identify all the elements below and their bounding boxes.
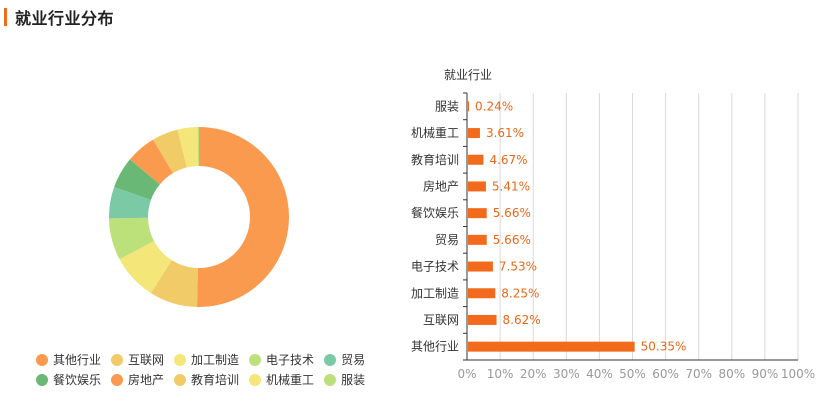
legend-label: 教育培训: [191, 373, 240, 387]
legend-item[interactable]: 加工制造: [174, 352, 239, 367]
bar-value-label: 5.41%: [492, 179, 530, 193]
bar-value-label: 5.66%: [493, 206, 531, 220]
legend-item[interactable]: 教育培训: [174, 372, 239, 387]
page-title: 就业行业分布: [15, 9, 115, 28]
legend-color-dot: [36, 373, 48, 386]
legend-item[interactable]: 餐饮娱乐: [36, 372, 101, 387]
y-category-label: 贸易: [435, 233, 459, 247]
legend-item[interactable]: 房地产: [111, 372, 164, 387]
legend-label: 机械重工: [266, 373, 315, 387]
donut-slice[interactable]: [119, 240, 172, 294]
donut-slice[interactable]: [197, 127, 199, 167]
donut-slice[interactable]: [153, 129, 187, 174]
legend-item[interactable]: 服装: [324, 372, 365, 387]
legend-color-dot: [249, 353, 262, 366]
bar[interactable]: [468, 288, 496, 299]
legend-color-dot: [111, 353, 124, 366]
bar-value-label: 8.62%: [503, 313, 541, 327]
bar[interactable]: [468, 234, 487, 245]
x-tick-label: 20%: [520, 367, 547, 381]
donut-slice[interactable]: [109, 217, 154, 260]
y-category-label: 机械重工: [411, 125, 459, 140]
bar[interactable]: [468, 314, 497, 325]
x-tick-label: 50%: [619, 367, 646, 381]
x-tick-label: 10%: [487, 367, 514, 381]
bar[interactable]: [468, 154, 484, 165]
donut-slice[interactable]: [150, 260, 198, 307]
y-category-label: 加工制造: [411, 286, 459, 300]
y-category-label: 教育培训: [411, 152, 459, 167]
x-tick-label: 70%: [685, 367, 712, 381]
bar[interactable]: [468, 101, 469, 112]
title-accent-bar: [4, 8, 7, 26]
legend-color-dot: [111, 373, 124, 386]
legend-label: 房地产: [128, 373, 165, 387]
legend-color-dot: [36, 353, 48, 366]
bar-value-label: 5.66%: [493, 233, 531, 247]
legend-label: 贸易: [341, 353, 366, 367]
donut-slice[interactable]: [114, 159, 160, 200]
legend-label: 电子技术: [266, 353, 315, 367]
donut-slice[interactable]: [177, 127, 199, 168]
legend-item[interactable]: 互联网: [111, 352, 164, 367]
y-category-label: 电子技术: [411, 260, 459, 274]
bar-value-label: 7.53%: [499, 260, 537, 274]
legend-color-dot: [174, 353, 187, 366]
bar-value-label: 50.35%: [641, 340, 687, 354]
legend-color-dot: [324, 353, 337, 366]
y-category-label: 房地产: [423, 178, 459, 193]
legend-label: 加工制造: [191, 353, 240, 367]
bar[interactable]: [468, 261, 493, 272]
bar-value-label: 0.24%: [475, 99, 513, 113]
bar-value-label: 4.67%: [489, 153, 527, 167]
x-tick-label: 30%: [553, 367, 580, 381]
y-category-label: 服装: [435, 99, 459, 113]
x-tick-label: 100%: [781, 367, 815, 381]
legend-label: 其他行业: [53, 353, 102, 367]
x-tick-label: 80%: [718, 367, 745, 381]
legend-label: 餐饮娱乐: [53, 373, 102, 387]
y-category-label: 其他行业: [411, 340, 459, 354]
bar[interactable]: [468, 341, 635, 352]
legend-color-dot: [249, 373, 262, 386]
legend-item[interactable]: 贸易: [324, 352, 365, 367]
legend-color-dot: [324, 373, 337, 386]
bar[interactable]: [468, 208, 487, 219]
legend-item[interactable]: 其他行业: [36, 352, 101, 367]
donut-slice[interactable]: [197, 127, 289, 307]
y-category-label: 互联网: [423, 313, 459, 327]
x-tick-label: 40%: [586, 367, 613, 381]
section-header: 就业行业分布: [4, 6, 114, 28]
x-tick-label: 60%: [652, 367, 679, 381]
bar-value-label: 3.61%: [486, 126, 524, 140]
legend-label: 服装: [341, 373, 366, 387]
bar[interactable]: [468, 128, 480, 139]
donut-slice[interactable]: [109, 186, 151, 219]
donut-slice[interactable]: [129, 139, 173, 185]
bar[interactable]: [468, 181, 486, 192]
legend-item[interactable]: 机械重工: [249, 372, 314, 387]
x-tick-label: 90%: [752, 367, 779, 381]
donut-legend: 其他行业 互联网 加工制造 电子技术 贸易餐饮娱乐 房地产 教育培训 机械重工 服装: [36, 352, 376, 387]
legend-color-dot: [174, 373, 187, 386]
bar-value-label: 8.25%: [501, 286, 539, 300]
legend-label: 互联网: [128, 353, 165, 367]
y-category-label: 餐饮娱乐: [411, 205, 459, 220]
x-tick-label: 0%: [457, 367, 476, 381]
bar-chart-title: 就业行业: [444, 68, 493, 82]
legend-item[interactable]: 电子技术: [249, 352, 314, 367]
